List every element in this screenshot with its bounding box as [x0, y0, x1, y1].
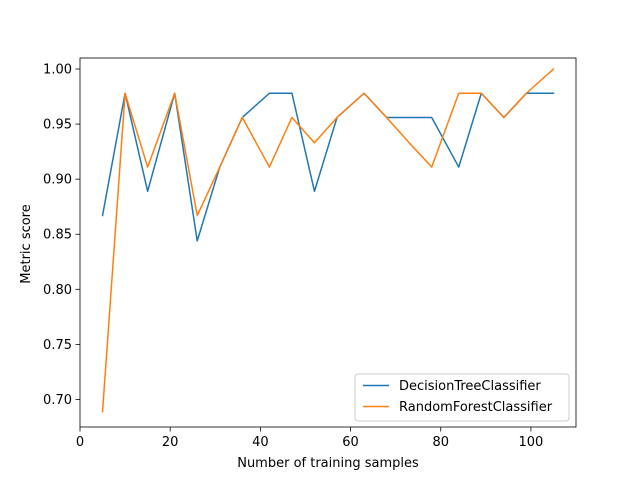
legend-label-1: DecisionTreeClassifier: [399, 379, 541, 394]
y-tick-label: 0.75: [43, 338, 72, 353]
x-tick-label: 20: [162, 435, 179, 450]
series-line-2: [101, 67, 555, 413]
series-line-1: [101, 92, 555, 242]
y-tick-label: 0.80: [43, 283, 72, 298]
x-tick-label: 40: [252, 435, 269, 450]
y-tick-label: 0.85: [43, 228, 72, 243]
ticks-layer: 0 20 40 60 80 100 0.70 0.75 0.80 0.85 0.90 0.95 1.00: [43, 63, 543, 450]
x-tick-label: 60: [342, 435, 359, 450]
legend: DecisionTreeClassifier RandomForestClassi…: [354, 373, 570, 422]
legend-box: [354, 373, 570, 422]
x-axis-label: Number of training samples: [237, 456, 419, 471]
x-tick-label: 80: [432, 435, 449, 450]
y-axis-label: Metric score: [19, 204, 34, 283]
y-tick-label: 0.90: [43, 173, 72, 188]
x-tick-label: 100: [518, 435, 543, 450]
series-layer: [101, 67, 555, 413]
axes-layer: [79, 57, 577, 428]
y-tick-label: 0.95: [43, 118, 72, 133]
axes-frame: [79, 57, 577, 428]
legend-label-2: RandomForestClassifier: [399, 400, 553, 415]
y-tick-label: 0.70: [43, 393, 72, 408]
y-tick-label: 1.00: [43, 63, 72, 78]
x-tick-label: 0: [76, 435, 84, 450]
